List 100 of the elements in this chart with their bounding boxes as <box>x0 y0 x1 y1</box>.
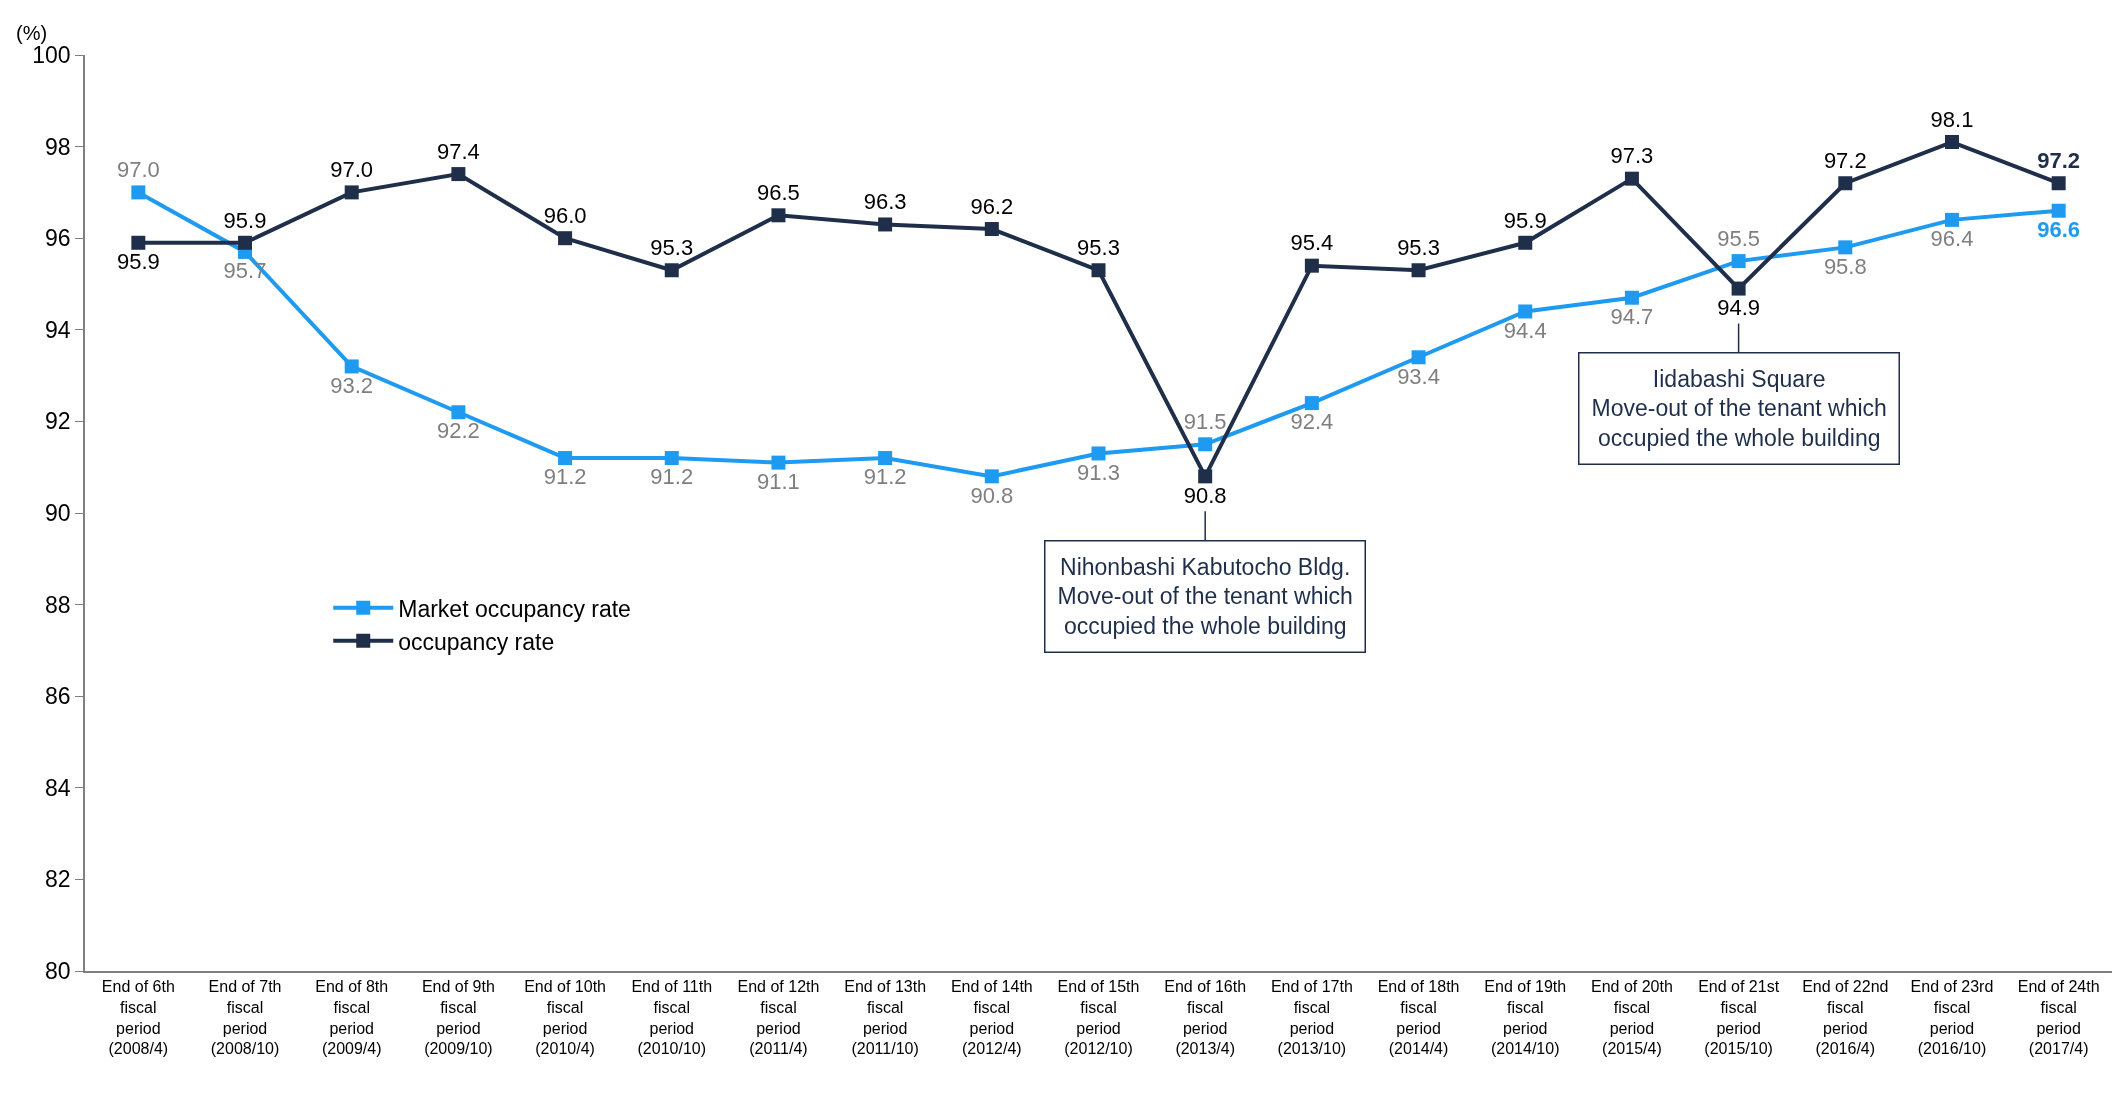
data-label: 97.2 <box>1823 147 1867 173</box>
point <box>1838 240 1853 255</box>
point <box>1304 258 1319 273</box>
data-label: 97.4 <box>436 138 480 164</box>
point <box>984 222 999 237</box>
x-tick-label: End of 24th fiscal period (2017/4) <box>2017 977 2100 1058</box>
point <box>1624 171 1639 186</box>
point <box>558 451 573 466</box>
point <box>1944 212 1959 227</box>
point <box>1304 396 1319 411</box>
y-axis-title: (%) <box>16 22 48 44</box>
point <box>1838 176 1853 191</box>
y-tick-label: 98 <box>45 133 71 160</box>
data-label: 94.4 <box>1503 317 1547 343</box>
point <box>131 235 146 250</box>
data-label: 92.2 <box>436 418 480 444</box>
data-label: 91.5 <box>1183 409 1227 435</box>
y-tick-label: 88 <box>45 591 71 618</box>
point <box>2051 203 2066 218</box>
data-label: 95.9 <box>223 207 267 233</box>
point <box>344 185 359 200</box>
point <box>664 451 679 466</box>
data-label: 91.3 <box>1077 459 1120 485</box>
x-tick-label: End of 17th fiscal period (2013/10) <box>1270 977 1353 1058</box>
point <box>131 185 146 200</box>
data-label: 93.4 <box>1397 363 1440 389</box>
data-label: 96.0 <box>543 202 587 228</box>
data-label: 90.8 <box>970 482 1014 508</box>
legend-label: Market occupancy rate <box>398 595 631 622</box>
data-label: 91.1 <box>757 468 800 494</box>
x-tick-label: End of 22nd fiscal period (2016/4) <box>1802 977 1889 1058</box>
x-tick-label: End of 23rd fiscal period (2016/10) <box>1910 977 1994 1058</box>
point <box>1518 235 1533 250</box>
x-tick-label: End of 9th fiscal period (2009/10) <box>421 977 495 1058</box>
point <box>1624 290 1639 305</box>
x-tick-label: End of 18th fiscal period (2014/4) <box>1377 977 1460 1058</box>
data-label: 92.4 <box>1290 409 1334 435</box>
data-label: 93.2 <box>330 372 374 398</box>
y-tick-label: 92 <box>45 408 71 435</box>
data-label: 96.6 <box>2037 216 2081 242</box>
data-label: 94.9 <box>1717 294 1761 320</box>
data-label: 95.5 <box>1717 225 1761 251</box>
y-tick-label: 80 <box>45 958 71 985</box>
data-label: 97.3 <box>1610 143 1654 169</box>
point <box>771 455 786 470</box>
point <box>451 167 466 182</box>
data-label: 96.5 <box>757 180 800 206</box>
point <box>451 405 466 420</box>
point <box>1944 135 1959 150</box>
point <box>1411 263 1426 278</box>
x-tick-label: End of 19th fiscal period (2014/10) <box>1484 977 1567 1058</box>
x-tick-label: End of 10th fiscal period (2010/4) <box>524 977 606 1058</box>
data-label: 97.2 <box>2037 147 2081 173</box>
x-tick-label: End of 6th fiscal period (2008/4) <box>101 977 175 1058</box>
data-label: 95.9 <box>116 249 160 275</box>
x-tick-label: End of 12th fiscal period (2011/4) <box>737 977 820 1058</box>
x-tick-label: End of 21st fiscal period (2015/10) <box>1698 977 1780 1058</box>
x-tick-label: End of 20th fiscal period (2015/4) <box>1591 977 1673 1058</box>
data-label: 95.8 <box>1823 253 1867 279</box>
data-label: 91.2 <box>543 464 587 490</box>
x-tick-label: End of 13th fiscal period (2011/10) <box>844 977 927 1058</box>
point <box>878 451 893 466</box>
data-label: 95.3 <box>1077 235 1120 261</box>
data-label: 95.3 <box>1397 235 1440 261</box>
point <box>344 359 359 374</box>
x-tick-label: End of 14th fiscal period (2012/4) <box>950 977 1033 1058</box>
point <box>1518 304 1533 319</box>
annotation: Iidabashi Square Move-out of the tenant which occupied the whole building <box>1591 365 1887 452</box>
y-tick-label: 86 <box>45 683 71 710</box>
point <box>2051 176 2066 191</box>
y-tick-label: 96 <box>45 225 71 252</box>
annotation: Nihonbashi Kabutocho Bldg. Move-out of the tenant which occupied the whole building <box>1057 553 1353 640</box>
point <box>1198 469 1213 484</box>
data-label: 97.0 <box>330 157 374 183</box>
y-tick-label: 90 <box>45 500 71 527</box>
data-label: 96.3 <box>863 189 907 215</box>
point <box>771 208 786 223</box>
x-tick-label: End of 8th fiscal period (2009/4) <box>315 977 389 1058</box>
y-tick-label: 82 <box>45 866 71 893</box>
point <box>984 469 999 484</box>
data-label: 96.4 <box>1930 226 1974 252</box>
x-tick-label: End of 16th fiscal period (2013/4) <box>1164 977 1247 1058</box>
y-tick-label: 84 <box>45 774 71 801</box>
data-label: 98.1 <box>1930 106 1974 132</box>
point <box>558 231 573 246</box>
data-label: 94.7 <box>1610 303 1654 329</box>
data-label: 97.0 <box>116 157 160 183</box>
data-label: 95.9 <box>1503 207 1547 233</box>
y-tick-label: 94 <box>45 316 71 343</box>
point <box>1731 281 1746 296</box>
x-tick-label: End of 7th fiscal period (2008/10) <box>208 977 282 1058</box>
data-label: 91.2 <box>863 464 907 490</box>
data-label: 95.4 <box>1290 230 1334 256</box>
point <box>238 235 253 250</box>
x-tick-label: End of 15th fiscal period (2012/10) <box>1057 977 1140 1058</box>
data-label: 95.3 <box>650 235 694 261</box>
data-label: 90.8 <box>1183 482 1227 508</box>
point <box>1411 350 1426 365</box>
point <box>1731 254 1746 269</box>
point <box>1198 437 1213 452</box>
